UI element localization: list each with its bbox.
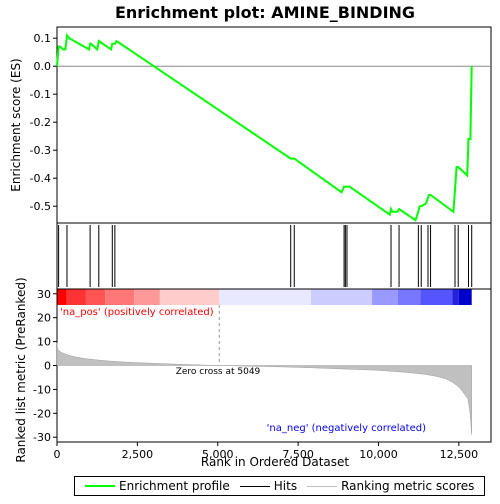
gradient-segment bbox=[159, 289, 220, 305]
legend-swatch-enrichment-profile bbox=[85, 485, 115, 487]
legend-item-enrichment-profile: Enrichment profile bbox=[75, 479, 230, 493]
metric-y-tick-label: -20 bbox=[33, 407, 51, 420]
gradient-segment bbox=[85, 289, 106, 305]
metric-axis-label: Ranked list metric (PreRanked) bbox=[14, 277, 28, 462]
metric-y-tick-label: 20 bbox=[37, 312, 51, 325]
es-y-tick-label: -0.2 bbox=[30, 116, 51, 129]
negative-correlated-label: 'na_neg' (negatively correlated) bbox=[267, 423, 426, 434]
gradient-segment bbox=[452, 289, 459, 305]
x-tick-label: 10,000 bbox=[359, 448, 398, 461]
gradient-segment bbox=[57, 289, 67, 305]
metric-y-ticks: 30 20 10 0 -10 -20 -30 bbox=[33, 288, 57, 444]
x-tick-label: 12,500 bbox=[440, 448, 479, 461]
hits-panel-frame bbox=[56, 222, 492, 290]
legend: Enrichment profile Hits Ranking metric s… bbox=[74, 476, 485, 496]
legend-label-hits: Hits bbox=[273, 479, 298, 493]
es-panel-frame bbox=[56, 26, 492, 224]
legend-swatch-ranking-metric bbox=[307, 485, 338, 487]
x-tick-label: 7,500 bbox=[282, 448, 314, 461]
es-axis-label: Enrichment score (ES) bbox=[9, 58, 23, 191]
es-y-tick-label: 0.1 bbox=[34, 32, 52, 45]
ranking-gradient-bar bbox=[57, 289, 472, 305]
x-axis-label: Rank in Ordered Dataset bbox=[201, 455, 349, 469]
gradient-segment bbox=[134, 289, 160, 305]
hit-marks bbox=[58, 225, 473, 287]
positive-correlated-label: 'na_pos' (positively correlated) bbox=[60, 307, 214, 318]
gradient-segment bbox=[66, 289, 86, 305]
gradient-segment bbox=[310, 289, 373, 305]
metric-y-tick-label: -30 bbox=[33, 431, 51, 444]
es-y-tick-label: -0.5 bbox=[30, 200, 51, 213]
x-tick-label: 2,500 bbox=[122, 448, 154, 461]
x-tick-label: 5,000 bbox=[202, 448, 234, 461]
metric-y-tick-label: 0 bbox=[44, 360, 51, 373]
metric-y-tick-label: 30 bbox=[37, 288, 51, 301]
metric-y-tick-label: 10 bbox=[37, 336, 51, 349]
gradient-segment bbox=[458, 289, 472, 305]
x-axis-ticks: 0 2,500 5,000 7,500 10,000 12,500 bbox=[54, 442, 479, 461]
es-y-ticks: 0.1 0.0 -0.1 -0.2 -0.3 -0.4 -0.5 bbox=[30, 32, 57, 213]
es-y-tick-label: 0.0 bbox=[34, 60, 52, 73]
legend-item-hits: Hits bbox=[230, 479, 297, 493]
legend-swatch-hits bbox=[239, 485, 270, 487]
legend-label-ranking-metric: Ranking metric scores bbox=[341, 479, 475, 493]
es-y-tick-label: -0.4 bbox=[30, 172, 51, 185]
gradient-segment bbox=[105, 289, 135, 305]
legend-item-ranking-metric: Ranking metric scores bbox=[297, 479, 474, 493]
enrichment-profile-line bbox=[56, 32, 473, 222]
es-y-tick-label: -0.3 bbox=[30, 144, 51, 157]
x-tick-label: 0 bbox=[54, 448, 61, 461]
gradient-segment bbox=[397, 289, 421, 305]
zero-cross-label: Zero cross at 5049 bbox=[176, 367, 261, 377]
metric-y-tick-label: -10 bbox=[33, 383, 51, 396]
gradient-segment bbox=[372, 289, 398, 305]
es-y-tick-label: -0.1 bbox=[30, 88, 51, 101]
gradient-segment bbox=[219, 289, 311, 305]
ranking-metric-area bbox=[56, 342, 472, 435]
chart-title: Enrichment plot: AMINE_BINDING bbox=[115, 3, 415, 22]
legend-label-enrichment-profile: Enrichment profile bbox=[119, 479, 230, 493]
gradient-segment bbox=[420, 289, 453, 305]
